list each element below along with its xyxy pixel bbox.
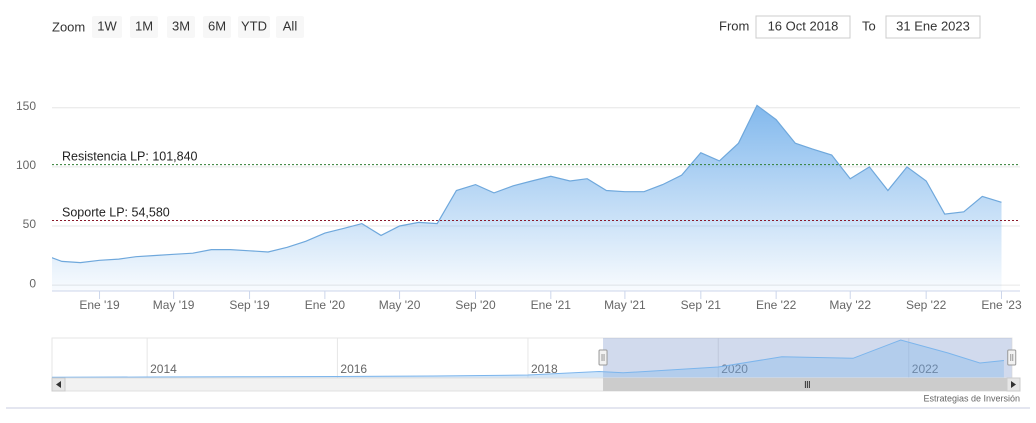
button-bg bbox=[167, 16, 195, 38]
button-bg bbox=[276, 16, 304, 38]
from-input[interactable] bbox=[755, 15, 851, 39]
y-tick-label: 50 bbox=[23, 217, 37, 231]
button-label: 1W bbox=[97, 18, 117, 33]
navigator-handle[interactable] bbox=[598, 349, 608, 366]
navigator-line bbox=[52, 339, 1004, 378]
navigator-tick-label: 2016 bbox=[340, 362, 367, 376]
to-input[interactable] bbox=[885, 15, 981, 39]
button-bg bbox=[92, 16, 122, 38]
to-value: 31 Ene 2023 bbox=[896, 18, 970, 33]
x-tick-label: Sep '20 bbox=[455, 298, 496, 312]
x-tick-label: Ene '21 bbox=[531, 298, 572, 312]
range-button[interactable]: YTD bbox=[238, 16, 270, 38]
arrow bbox=[56, 381, 61, 388]
x-tick-label: May '22 bbox=[829, 298, 871, 312]
x-tick-label: Ene '19 bbox=[79, 298, 120, 312]
range-button[interactable]: 1W bbox=[92, 16, 122, 38]
navigator-tick-label: 2022 bbox=[912, 362, 939, 376]
y-tick-label: 100 bbox=[16, 158, 36, 172]
to-label: To bbox=[862, 18, 876, 33]
navigator-tick-label: 2014 bbox=[150, 362, 177, 376]
navigator-area bbox=[52, 340, 1004, 378]
x-tick-label: May '21 bbox=[604, 298, 646, 312]
series-group bbox=[52, 104, 1002, 291]
from-label: From bbox=[719, 18, 749, 33]
range-button[interactable]: 1M bbox=[130, 16, 158, 38]
range-button[interactable]: All bbox=[276, 16, 304, 38]
button-label: YTD bbox=[241, 18, 267, 33]
from-value: 16 Oct 2018 bbox=[768, 18, 839, 33]
button-label: 3M bbox=[172, 18, 190, 33]
x-tick-label: Sep '22 bbox=[906, 298, 947, 312]
x-tick-label: Sep '19 bbox=[229, 298, 270, 312]
x-tick-label: Sep '21 bbox=[681, 298, 722, 312]
y-tick-label: 0 bbox=[29, 276, 36, 290]
button-bg bbox=[130, 16, 158, 38]
button-label: 6M bbox=[208, 18, 226, 33]
navigator-tick-label: 2018 bbox=[531, 362, 558, 376]
x-tick-label: May '20 bbox=[379, 298, 421, 312]
x-tick-label: May '19 bbox=[153, 298, 195, 312]
area bbox=[52, 105, 1002, 291]
plot-line-label: Resistencia LP: 101,840 bbox=[62, 150, 198, 164]
button-label: All bbox=[283, 18, 298, 33]
navigator-handle[interactable] bbox=[1007, 349, 1017, 366]
plot-line-label: Soporte LP: 54,580 bbox=[62, 206, 170, 220]
range-button[interactable]: 6M bbox=[203, 16, 231, 38]
x-tick-label: Ene '23 bbox=[981, 298, 1022, 312]
button-bg bbox=[238, 16, 270, 38]
area-line bbox=[52, 104, 1002, 264]
x-tick-label: Ene '20 bbox=[305, 298, 346, 312]
navigator-selection[interactable] bbox=[603, 338, 1012, 378]
navigator-series bbox=[52, 339, 1004, 378]
x-tick-label: Ene '22 bbox=[756, 298, 797, 312]
zoom-label: Zoom bbox=[52, 19, 85, 34]
y-tick-label: 150 bbox=[16, 99, 36, 113]
button-label: 1M bbox=[135, 18, 153, 33]
button-bg bbox=[203, 16, 231, 38]
range-button[interactable]: 3M bbox=[167, 16, 195, 38]
credits[interactable]: Estrategias de Inversión bbox=[923, 393, 1020, 403]
arrow bbox=[1011, 381, 1016, 388]
